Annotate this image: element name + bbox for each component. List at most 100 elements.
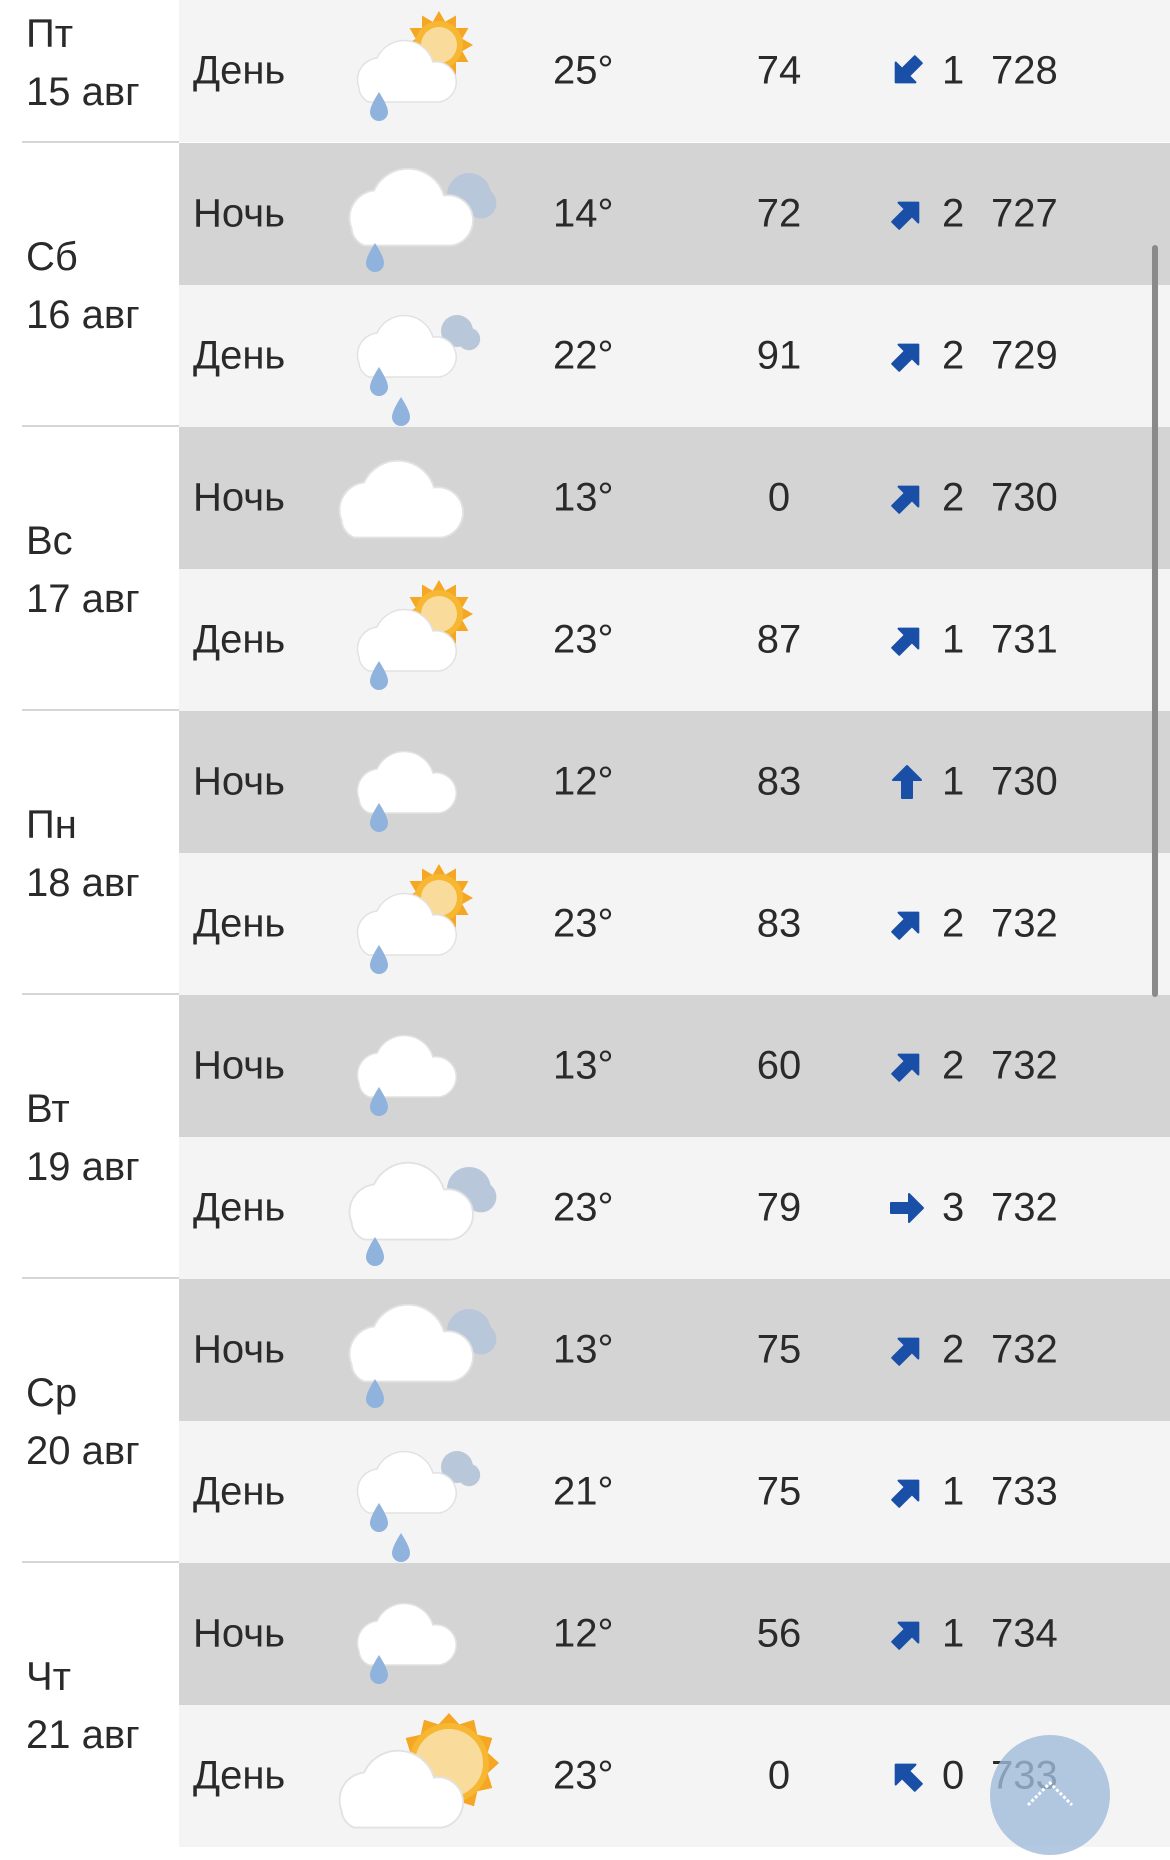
pressure: 731 [991,617,1058,662]
pressure: 732 [991,1043,1058,1088]
overcast-heavy-rain-icon [356,314,481,426]
scrollbar[interactable] [1152,245,1158,997]
period-label: Ночь [193,759,285,804]
humidity: 60 [756,1043,802,1088]
forecast-row: День 23° 83 2 732 [179,853,1170,995]
pressure: 730 [991,475,1058,520]
temperature: 23° [553,901,614,946]
forecast-row: Ночь 14° 72 2 727 [179,143,1170,285]
period-label: Ночь [193,1327,285,1372]
wind-speed: 1 [942,759,965,804]
wind-speed: 1 [942,617,965,662]
wind-direction-icon [887,478,927,518]
forecast-row: Ночь 12° 56 1 734 [179,1563,1170,1705]
pressure: 730 [991,759,1058,804]
wind-speed: 2 [942,1327,965,1372]
wind-direction-icon [887,1614,927,1654]
temperature: 25° [553,48,614,93]
wind-speed: 1 [942,1469,965,1514]
wind-speed: 2 [942,475,965,520]
chevron-up-icon [1026,1780,1074,1807]
period-label: День [193,48,286,93]
cloud-moon-icon [338,435,497,539]
period-label: День [193,1753,286,1798]
cloud-moon-rain-icon [356,1009,479,1116]
overcast-rain-icon [348,1161,497,1266]
temperature: 13° [553,1043,614,1088]
wind-direction-icon [887,904,927,944]
wind-direction-icon [887,1188,927,1228]
day-group: Пн 18 авг Ночь 12° 83 1 730 День 23° 83 2 732 [0,711,1170,997]
wind-speed: 2 [942,333,965,378]
wind-speed: 0 [942,1753,965,1798]
pressure: 729 [991,333,1058,378]
cloud-moon-rain-icon [356,1577,479,1684]
forecast-row: Ночь 13° 0 2 730 [179,427,1170,569]
day-group: Вс 17 авг Ночь 13° 0 2 730 День 23° 87 1 731 [0,427,1170,713]
date-label: 19 авг [26,1145,140,1189]
cloud-sun-rain-icon [356,864,473,974]
humidity: 56 [756,1611,802,1656]
forecast-row: День 23° 87 1 731 [179,569,1170,711]
overcast-rain-icon [348,167,497,272]
day-cell: Чт 21 авг [0,1563,179,1847]
weekday-label: Пт [26,12,74,56]
humidity: 0 [767,475,791,520]
pressure: 728 [991,48,1058,93]
wind-speed: 1 [942,1611,965,1656]
humidity: 72 [756,191,802,236]
humidity: 91 [756,333,802,378]
period-label: День [193,1469,286,1514]
day-cell: Пн 18 авг [0,711,179,997]
humidity: 83 [756,759,802,804]
sun-cloud-icon [338,1713,499,1829]
period-label: День [193,1185,286,1230]
day-group: Пт 15 авг День 25° 74 1 728 [0,0,1170,145]
weekday-label: Ср [26,1371,78,1415]
forecast-row: Ночь 12° 83 1 730 [179,711,1170,853]
wind-direction-icon [887,1330,927,1370]
temperature: 13° [553,475,614,520]
wind-speed: 1 [942,48,965,93]
wind-direction-icon [887,1046,927,1086]
temperature: 23° [553,617,614,662]
period-label: Ночь [193,1043,285,1088]
cloud-sun-rain-icon [356,580,473,690]
day-group: Ср 20 авг Ночь 13° 75 2 732 День 21° 75 1 733 [0,1279,1170,1565]
forecast-row: Ночь 13° 75 2 732 [179,1279,1170,1421]
weekday-label: Сб [26,235,78,279]
pressure: 733 [991,1469,1058,1514]
humidity: 75 [756,1327,802,1372]
forecast-row: День 21° 75 1 733 [179,1421,1170,1563]
weekday-label: Чт [26,1655,71,1699]
forecast-row: Ночь 13° 60 2 732 [179,995,1170,1137]
temperature: 12° [553,1611,614,1656]
pressure: 732 [991,1185,1058,1230]
pressure: 734 [991,1611,1058,1656]
humidity: 75 [756,1469,802,1514]
humidity: 83 [756,901,802,946]
day-cell: Ср 20 авг [0,1279,179,1565]
scroll-to-top-button[interactable] [990,1735,1110,1855]
period-label: Ночь [193,1611,285,1656]
overcast-rain-icon [348,1303,497,1408]
pressure: 732 [991,1327,1058,1372]
date-label: 21 авг [26,1713,140,1757]
temperature: 23° [553,1185,614,1230]
day-cell: Пт 15 авг [0,0,179,145]
weekday-label: Вт [26,1087,70,1131]
forecast-row: День 25° 74 1 728 [179,0,1170,142]
humidity: 74 [756,48,802,93]
period-label: День [193,617,286,662]
temperature: 13° [553,1327,614,1372]
temperature: 22° [553,333,614,378]
day-cell: Вт 19 авг [0,995,179,1281]
day-cell: Вс 17 авг [0,427,179,713]
cloud-sun-rain-icon [356,11,473,121]
temperature: 14° [553,191,614,236]
day-cell: Сб 16 авг [0,143,179,429]
period-label: Ночь [193,191,285,236]
date-label: 16 авг [26,293,140,337]
temperature: 23° [553,1753,614,1798]
